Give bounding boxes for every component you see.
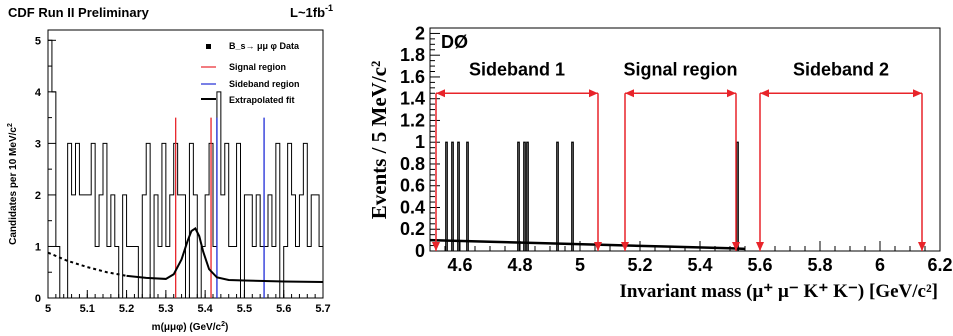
d0-arrowhead-right <box>589 89 598 98</box>
d0-event-bar <box>466 141 469 251</box>
cdf-y-axis: 0 1 2 3 4 5 <box>35 35 56 305</box>
d0-y-tick-label: 0.2 <box>400 219 425 239</box>
d0-event-bar <box>445 141 448 251</box>
d0-x-tick-label: 5.2 <box>627 255 652 275</box>
d0-region-label: Sideband 1 <box>469 59 565 79</box>
cdf-x-tick-label: 5 <box>45 303 51 315</box>
cdf-legend: B_s→ μμ φ Data Signal region Sideband re… <box>201 41 300 105</box>
cdf-data-histogram <box>47 39 324 299</box>
d0-region-arrows: Sideband 1 Signal region Sideband 2 <box>432 59 926 251</box>
d0-event-bar <box>736 141 739 251</box>
cdf-x-tick-label: 5.1 <box>80 303 95 315</box>
d0-arrowhead-right <box>913 89 922 98</box>
d0-region-label: Sideband 2 <box>793 59 889 79</box>
d0-event-bar <box>517 141 520 251</box>
d0-y-tick-label: 1 <box>415 132 425 152</box>
d0-arrowhead-down <box>621 242 629 251</box>
d0-y-tick-label: 1.4 <box>400 89 425 109</box>
cdf-y-tick-label: 1 <box>35 241 41 253</box>
d0-event-bar <box>571 141 574 251</box>
cdf-fit-curve-dashed <box>47 251 127 277</box>
cdf-header-lumi: L~1fb-1 <box>290 3 333 20</box>
cdf-header-left: CDF Run II Preliminary <box>8 5 150 20</box>
d0-x-tick-label: 6 <box>875 255 885 275</box>
d0-x-tick-label: 4.8 <box>507 255 532 275</box>
d0-y-tick-label: 1.6 <box>400 67 425 87</box>
d0-arrowhead-left <box>625 89 634 98</box>
d0-event-bar <box>523 141 526 251</box>
cdf-x-tick-label: 5.5 <box>237 303 252 315</box>
cdf-x-tick-label: 5.2 <box>119 303 134 315</box>
d0-y-tick-label: 2 <box>415 23 425 43</box>
d0-data-events <box>445 141 739 251</box>
d0-x-tick-label: 4.6 <box>447 255 472 275</box>
d0-x-tick-label: 6.2 <box>927 255 952 275</box>
d0-y-tick-label: 0.6 <box>400 176 425 196</box>
d0-y-tick-label: 1.2 <box>400 110 425 130</box>
cdf-x-tick-label: 5.3 <box>158 303 173 315</box>
legend-data-marker <box>206 44 211 49</box>
cdf-x-tick-label: 5.6 <box>276 303 291 315</box>
d0-x-tick-label: 5.8 <box>807 255 832 275</box>
cdf-fit-curve <box>126 226 324 284</box>
d0-arrowhead-left <box>436 89 445 98</box>
legend-sideband-label: Sideband region <box>229 79 300 89</box>
d0-x-tick-label: 5 <box>575 255 585 275</box>
d0-arrowhead-left <box>760 89 769 98</box>
d0-y-axis: 00.20.40.60.811.21.41.61.82 <box>400 23 440 261</box>
d0-arrowhead-down <box>756 242 764 251</box>
d0-arrowhead-right <box>727 89 736 98</box>
d0-event-bar <box>526 141 529 251</box>
d0-arrowhead-down <box>918 242 926 251</box>
cdf-region-lines <box>175 117 265 298</box>
d0-x-tick-label: 5.4 <box>687 255 712 275</box>
legend-signal-label: Signal region <box>229 62 286 72</box>
d0-region-label: Signal region <box>623 59 737 79</box>
d0-y-tick-label: 1.8 <box>400 45 425 65</box>
d0-x-label: Invariant mass (μ⁺ μ⁻ K⁺ K⁻) [GeV/c²] <box>619 281 938 302</box>
d0-background-curve <box>429 238 746 251</box>
cdf-x-label: m(μμφ) (GeV/c2) <box>152 321 229 333</box>
cdf-x-tick-label: 5.7 <box>315 303 330 315</box>
cdf-x-tick-label: 5.4 <box>197 303 213 315</box>
cdf-y-label: Candidates per 10 MeV/c2 <box>7 123 19 245</box>
d0-y-tick-label: 0.4 <box>400 197 425 217</box>
cdf-y-tick-label: 5 <box>35 35 41 47</box>
d0-event-bar <box>556 141 559 251</box>
legend-data-label: B_s→ μμ φ Data <box>229 41 300 51</box>
d0-x-tick-label: 5.6 <box>747 255 772 275</box>
d0-plot: 00.20.40.60.811.21.41.61.82 4.6 4.8 5 5.2 5.… <box>367 23 953 302</box>
d0-event-bar <box>457 141 460 251</box>
legend-fit-label: Extrapolated fit <box>229 95 295 105</box>
d0-arrowhead-down <box>594 242 602 251</box>
cdf-x-axis: 5 5.1 5.2 5.3 5.4 5.5 5.6 5.7 <box>45 290 331 315</box>
d0-experiment-label: DØ <box>441 32 468 52</box>
d0-y-label: Events / 5 MeV/c² <box>367 61 391 220</box>
cdf-y-tick-label: 4 <box>35 87 42 99</box>
cdf-y-tick-label: 0 <box>35 293 41 305</box>
cdf-y-tick-label: 2 <box>35 190 41 202</box>
d0-arrowhead-down <box>432 242 440 251</box>
d0-event-bar <box>451 141 454 251</box>
d0-y-tick-label: 0.8 <box>400 154 425 174</box>
d0-arrowhead-down <box>732 242 740 251</box>
d0-y-tick-label: 0 <box>415 241 425 261</box>
cdf-y-tick-label: 3 <box>35 138 41 150</box>
